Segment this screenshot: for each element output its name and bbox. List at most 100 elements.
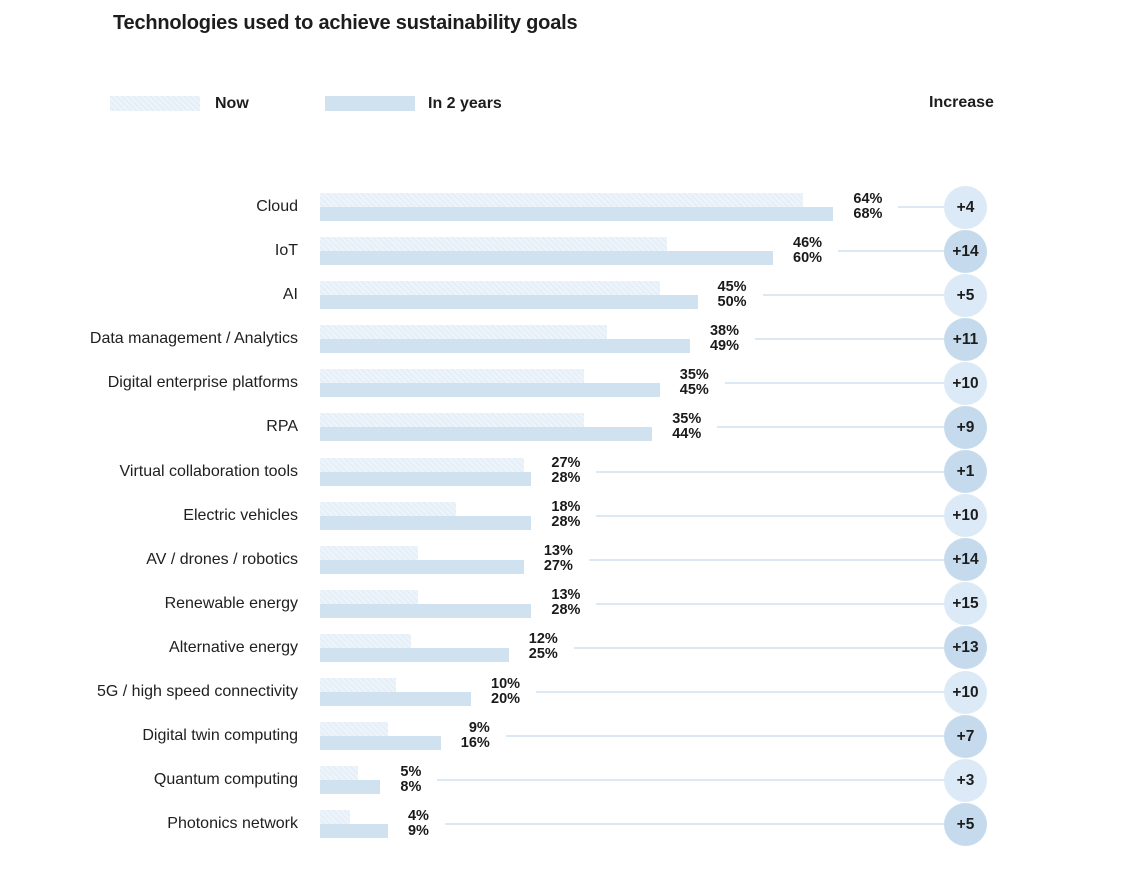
increase-badge: +10 — [944, 670, 987, 714]
chart-row: Electric vehicles 18% 28% +10 — [0, 494, 1136, 538]
category-label: AI — [282, 286, 298, 304]
category-label: Alternative energy — [169, 638, 298, 656]
chart-row: Alternative energy 12% 25% +13 — [0, 626, 1136, 670]
in-2-years-bar — [320, 736, 441, 751]
category-label: 5G / high speed connectivity — [96, 683, 298, 701]
in-2-years-bar — [320, 692, 471, 707]
category-label: Renewable energy — [164, 594, 298, 612]
in-2-years-value: 28% — [551, 602, 581, 619]
now-bar — [320, 501, 456, 516]
increase-badge: +4 — [944, 185, 987, 229]
in-2-years-value: 28% — [551, 514, 581, 531]
connector-line — [838, 250, 944, 253]
now-bar — [320, 193, 804, 207]
now-bar — [320, 369, 585, 384]
chart-row: Photonics network 4% 9% +5 — [0, 802, 1136, 846]
increase-badge: +14 — [944, 538, 987, 582]
now-value: 46% — [793, 234, 823, 251]
category-label: Data management / Analytics — [89, 330, 298, 348]
now-bar — [320, 633, 411, 648]
now-value: 64% — [853, 190, 883, 207]
legend-now-label: Now — [215, 95, 249, 112]
legend-in-2-years-swatch — [325, 96, 415, 111]
chart-row: RPA 35% 44% +9 — [0, 405, 1136, 449]
now-value: 13% — [551, 587, 581, 604]
now-bar — [320, 545, 419, 560]
in-2-years-bar — [320, 515, 532, 530]
value-labels: 12% 25% — [529, 632, 558, 662]
increase-badge: +10 — [944, 361, 987, 405]
now-bar — [320, 589, 419, 604]
now-value: 5% — [400, 763, 422, 780]
in-2-years-bar — [320, 471, 532, 486]
now-value: 35% — [679, 366, 709, 383]
increase-badge: +1 — [944, 450, 987, 494]
now-bar — [320, 237, 668, 252]
increase-column-header: Increase — [929, 94, 994, 111]
in-2-years-bar — [320, 295, 698, 310]
category-label: Cloud — [256, 198, 298, 215]
in-2-years-value: 68% — [853, 205, 883, 222]
value-labels: 35% 44% — [672, 410, 702, 442]
category-label: AV / drones / robotics — [146, 550, 298, 568]
chart-row: Quantum computing 5% 8% +3 — [0, 758, 1136, 802]
connector-line — [596, 514, 944, 517]
connector-line — [717, 426, 944, 429]
chart-row: 5G / high speed connectivity 10% 20% +10 — [0, 670, 1136, 714]
category-label: IoT — [274, 242, 298, 260]
now-value: 18% — [551, 499, 581, 516]
in-2-years-value: 45% — [679, 381, 709, 398]
in-2-years-value: 49% — [709, 337, 739, 354]
now-value: 27% — [551, 455, 581, 472]
now-bar — [320, 722, 388, 737]
connector-line — [898, 206, 944, 208]
in-2-years-bar — [320, 207, 834, 221]
connector-line — [596, 470, 944, 473]
in-2-years-bar — [320, 383, 660, 398]
now-bar — [320, 325, 607, 340]
now-value: 13% — [543, 543, 573, 560]
connector-line — [754, 338, 944, 341]
in-2-years-bar — [320, 339, 690, 354]
now-bar — [320, 413, 585, 428]
now-value: 35% — [672, 410, 702, 427]
value-labels: 46% 60% — [793, 234, 823, 266]
bar-rows: Cloud 64% 68% +4 IoT 46% 60% +14 AI 45% 50% +5 Data … — [0, 185, 1136, 846]
increase-badge: +10 — [944, 494, 987, 538]
chart-row: Data management / Analytics 38% 49% +11 — [0, 317, 1136, 361]
in-2-years-bar — [320, 603, 532, 618]
connector-line — [536, 691, 944, 694]
now-value: 9% — [468, 719, 490, 736]
increase-badge: +13 — [944, 626, 987, 670]
value-labels: 38% 49% — [709, 323, 739, 354]
in-2-years-value: 60% — [793, 249, 823, 266]
now-bar — [320, 281, 660, 296]
category-label: Digital twin computing — [142, 727, 298, 745]
category-label: Photonics network — [167, 815, 298, 833]
chart-row: Cloud 64% 68% +4 — [0, 185, 1136, 229]
category-label: Electric vehicles — [183, 506, 298, 524]
in-2-years-bar — [320, 824, 388, 839]
value-labels: 10% 20% — [491, 676, 521, 707]
now-value: 12% — [528, 631, 558, 648]
category-label: RPA — [266, 418, 298, 436]
in-2-years-value: 27% — [543, 558, 573, 575]
connector-line — [505, 735, 944, 738]
category-label: Virtual collaboration tools — [119, 462, 298, 480]
legend-now-swatch — [110, 96, 200, 111]
in-2-years-value: 20% — [491, 690, 521, 707]
now-bar — [320, 766, 358, 781]
connector-line — [437, 779, 944, 782]
value-labels: 13% 28% — [551, 588, 580, 618]
legend-in-2-years-label: In 2 years — [428, 95, 502, 112]
category-label: Digital enterprise platforms — [107, 374, 298, 392]
chart-row: Digital enterprise platforms 35% 45% +10 — [0, 361, 1136, 405]
in-2-years-value: 9% — [407, 822, 429, 839]
increase-badge: +5 — [944, 802, 987, 846]
increase-badge: +7 — [944, 714, 987, 758]
value-labels: 9% 16% — [461, 719, 490, 751]
in-2-years-bar — [320, 427, 653, 442]
chart-row: AI 45% 50% +5 — [0, 273, 1136, 317]
connector-line — [573, 646, 944, 649]
